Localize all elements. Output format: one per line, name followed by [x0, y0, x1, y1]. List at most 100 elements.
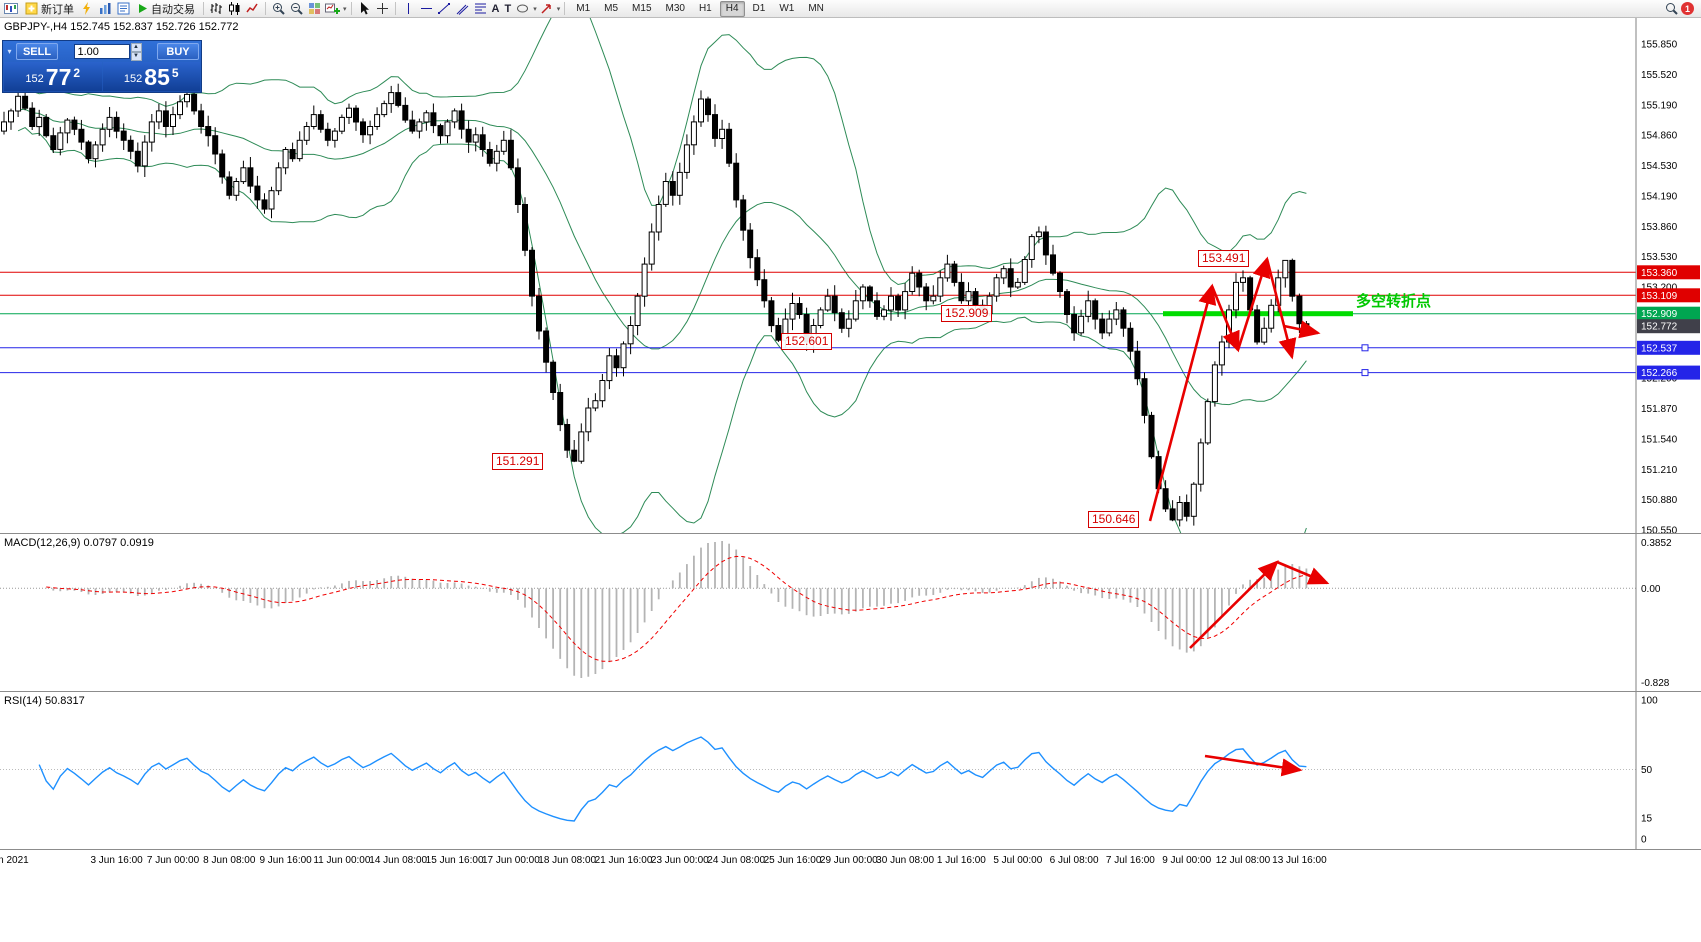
collapse-trade-panel-icon[interactable]: ▾	[7, 47, 12, 56]
time-axis-label: 25 Jun 16:00	[763, 855, 822, 866]
trend-arrow[interactable]	[1148, 283, 1217, 522]
price-axis-label: 153.200	[1641, 283, 1678, 294]
price-callout[interactable]: 153.491	[1198, 250, 1250, 267]
bollinger-upper-band	[17, 18, 1307, 286]
time-axis-label: 6 Jul 08:00	[1049, 855, 1099, 866]
data-window-icon[interactable]	[115, 1, 132, 16]
timeframe-button-mn[interactable]: MN	[808, 2, 824, 14]
chart-window-icon[interactable]	[3, 1, 20, 16]
chart-panel-rsi: 100 50 15 0 RSI(14) 50.8317	[0, 692, 1701, 850]
time-axis-label: 3 Jun 16:00	[90, 855, 143, 866]
dropdown-caret[interactable]: ▾	[343, 5, 347, 13]
chart-ohlc-info: GBPJPY-,H4 152.745 152.837 152.726 152.7…	[4, 21, 239, 33]
price-axis-label: 151.540	[1641, 434, 1678, 445]
macd-histogram	[45, 541, 1308, 678]
line-handle[interactable]	[1361, 344, 1369, 352]
sell-button[interactable]: SELL	[16, 43, 58, 60]
time-axis[interactable]: 1 Jun 2021 3 Jun 16:007 Jun 00:008 Jun 08…	[0, 850, 1701, 874]
rsi-line	[38, 736, 1307, 822]
timeframe-button-h4[interactable]: H4	[719, 0, 745, 17]
vertical-line-icon[interactable]	[400, 1, 417, 16]
trend-arrow[interactable]	[1236, 256, 1271, 351]
auto-trading-label: 自动交易	[151, 3, 195, 16]
trend-arrow[interactable]	[1210, 285, 1240, 353]
time-axis-label: 11 Jun 00:00	[313, 855, 371, 866]
quick-trade-icon[interactable]	[79, 1, 96, 16]
channel-icon[interactable]	[454, 1, 471, 16]
timeframe-button-w1[interactable]: W1	[779, 2, 795, 14]
timeframe-button-d1[interactable]: D1	[752, 2, 766, 14]
price-axis-label: 155.520	[1641, 70, 1678, 81]
tile-windows-icon[interactable]	[306, 1, 323, 16]
price-axis-label: 151.870	[1641, 404, 1678, 415]
volume-input[interactable]	[73, 44, 130, 59]
toolbar-separator	[203, 2, 204, 15]
zoom-out-icon[interactable]	[288, 1, 305, 16]
macd-chart[interactable]: 0.3852 0.00 -0.828	[0, 534, 1701, 691]
volume-down-stepper[interactable]: ▼	[130, 51, 142, 61]
time-axis-label: 21 Jun 16:00	[594, 855, 653, 866]
chart-panel-macd: 0.3852 0.00 -0.828 MACD(12,26,9) 0.0797 0.…	[0, 534, 1701, 692]
buy-button[interactable]: BUY	[157, 43, 199, 60]
rsi-chart[interactable]: 100 50 15 0	[0, 692, 1701, 849]
sell-price-display[interactable]: 152 77 2	[4, 62, 102, 91]
trend-arrow[interactable]	[1283, 320, 1321, 339]
macd-signal-line	[46, 555, 1307, 662]
cursor-icon[interactable]	[356, 1, 373, 16]
crosshair-icon[interactable]	[374, 1, 391, 16]
toolbar-separator	[394, 2, 396, 15]
new-chart-icon[interactable]	[324, 1, 341, 16]
text-tool-icon[interactable]: A	[491, 2, 500, 15]
price-callout[interactable]: 152.909	[941, 305, 993, 322]
rsi-axis-label: 50	[1641, 765, 1653, 776]
fibonacci-icon[interactable]	[472, 1, 489, 16]
dropdown-caret[interactable]: ▾	[533, 5, 537, 13]
new-order-icon	[25, 2, 38, 15]
svg-text:153.360: 153.360	[1641, 268, 1678, 279]
trend-arrow[interactable]	[1204, 754, 1303, 777]
dropdown-caret[interactable]: ▾	[556, 5, 561, 13]
trend-arrow[interactable]	[1189, 560, 1279, 649]
trend-arrow[interactable]	[1265, 258, 1297, 360]
time-axis-label: 1 Jul 16:00	[936, 855, 986, 866]
bar-chart-icon[interactable]	[208, 1, 225, 16]
buy-price-whole: 152	[123, 73, 143, 85]
price-callout[interactable]: 150.646	[1088, 511, 1140, 528]
horizontal-line-icon[interactable]	[418, 1, 435, 16]
time-axis-label: 1 Jun 2021	[0, 855, 29, 866]
macd-label: MACD(12,26,9) 0.0797 0.0919	[4, 537, 154, 549]
time-axis-label: 17 Jun 00:00	[481, 855, 540, 866]
zoom-in-icon[interactable]	[270, 1, 287, 16]
auto-trading-button[interactable]: 自动交易	[133, 1, 199, 16]
new-order-button[interactable]: 新订单	[21, 1, 78, 16]
arrows-tool-icon[interactable]	[538, 1, 555, 16]
time-axis-label: 30 Jun 08:00	[876, 855, 935, 866]
buy-price-display[interactable]: 152 85 5	[102, 62, 200, 91]
price-callout[interactable]: 151.291	[492, 453, 544, 470]
price-tag: 152.266	[1637, 365, 1700, 380]
line-handle[interactable]	[1361, 369, 1369, 377]
shapes-icon[interactable]	[514, 1, 531, 16]
search-icon[interactable]	[1663, 1, 1680, 16]
rsi-axis-label: 15	[1641, 814, 1653, 825]
timeframe-button-m30[interactable]: M30	[665, 2, 685, 14]
market-watch-icon[interactable]	[97, 1, 114, 16]
volume-up-stepper[interactable]: ▲	[130, 42, 142, 52]
time-axis-label: 18 Jun 08:00	[538, 855, 597, 866]
trendline-icon[interactable]	[436, 1, 453, 16]
candlestick-icon[interactable]	[226, 1, 243, 16]
timeframe-button-m1[interactable]: M1	[576, 2, 591, 14]
line-chart-icon[interactable]	[244, 1, 261, 16]
notification-badge[interactable]: 1	[1681, 2, 1694, 15]
label-tool-icon[interactable]: T	[504, 2, 512, 15]
timeframe-button-m15[interactable]: M15	[632, 2, 652, 14]
one-click-trade-panel: ▾ SELL ▲ ▼ BUY 152 77 2 152 85 5	[2, 40, 202, 93]
timeframe-button-h1[interactable]: H1	[698, 2, 712, 14]
time-axis-label: 24 Jun 08:00	[707, 855, 766, 866]
svg-text:152.537: 152.537	[1641, 343, 1678, 354]
price-chart[interactable]: 155.850 155.520 155.190 154.860 154.530 154.1…	[0, 18, 1701, 533]
timeframe-button-m5[interactable]: M5	[604, 2, 619, 14]
trend-arrow[interactable]	[1276, 560, 1330, 585]
price-callout[interactable]: 152.601	[781, 333, 833, 350]
macd-axis-label: -0.828	[1641, 678, 1670, 689]
